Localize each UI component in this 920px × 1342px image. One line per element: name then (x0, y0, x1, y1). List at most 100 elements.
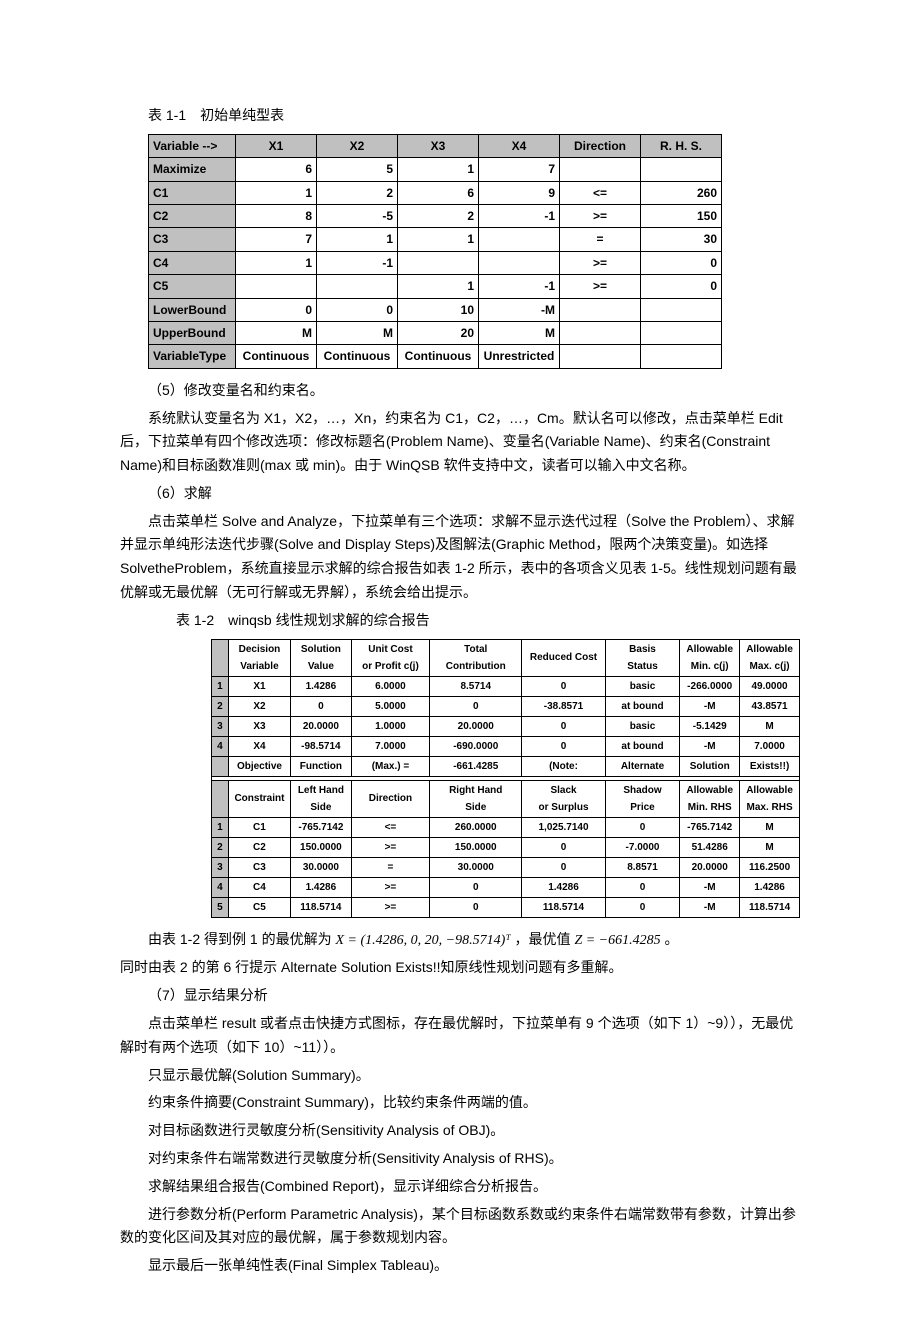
t1-cell (560, 345, 641, 368)
t2-cell: >= (351, 897, 430, 917)
t1-cell: 20 (398, 321, 479, 344)
table1-caption: 表 1-1 初始单纯型表 (120, 104, 800, 128)
t2-cell: (Note: (522, 756, 605, 776)
t2-header: ShadowPrice (605, 780, 680, 817)
t2-cell: -M (680, 696, 740, 716)
t1-cell: <= (560, 181, 641, 204)
table-row: 2X205.00000-38.8571at bound-M43.8571 (212, 696, 800, 716)
t2-cell: 51.4286 (680, 837, 740, 857)
t2-cell: 2 (212, 837, 229, 857)
t1-cell: -1 (479, 275, 560, 298)
t1-cell (641, 158, 722, 181)
table-row: Maximize6517 (149, 158, 722, 181)
t2-cell: 1.4286 (522, 877, 605, 897)
t1-cell: Maximize (149, 158, 236, 181)
t2-cell: -765.7142 (291, 817, 352, 837)
t1-cell: 1 (236, 181, 317, 204)
t2-cell: 7.0000 (351, 736, 430, 756)
t2-cell: Function (291, 756, 352, 776)
t1-cell: 1 (398, 158, 479, 181)
t1-cell: 150 (641, 204, 722, 227)
t2-header: Right HandSide (430, 780, 522, 817)
t2-cell: 116.2500 (740, 857, 800, 877)
solution-report-table: DecisionVariableSolutionValueUnit Costor… (211, 639, 800, 918)
t2-cell: at bound (605, 736, 680, 756)
t2-cell: 1 (212, 817, 229, 837)
table-row: 3C330.0000=30.000008.857120.0000116.2500 (212, 857, 800, 877)
t2-header: AllowableMax. c(j) (740, 639, 800, 676)
t1-cell (398, 251, 479, 274)
li4: 对约束条件右端常数进行灵敏度分析(Sensitivity Analysis of… (120, 1147, 800, 1171)
t1-cell (317, 275, 398, 298)
t2-cell (212, 756, 229, 776)
t2-cell: basic (605, 716, 680, 736)
initial-simplex-table: Variable --> X1 X2 X3 X4 Direction R. H.… (148, 134, 722, 369)
t2-cell: Solution (680, 756, 740, 776)
t1-cell: 30 (641, 228, 722, 251)
t2-header: Constraint (228, 780, 290, 817)
table-row: 1X11.42866.00008.57140basic-266.000049.0… (212, 676, 800, 696)
para-6b: 点击菜单栏 Solve and Analyze，下拉菜单有三个选项：求解不显示迭… (120, 510, 800, 605)
t1-cell: -5 (317, 204, 398, 227)
t1-cell: M (479, 321, 560, 344)
t2-cell: 0 (430, 897, 522, 917)
t2-cell: -7.0000 (605, 837, 680, 857)
t2-cell: -98.5714 (291, 736, 352, 756)
t1-h0: Variable --> (149, 134, 236, 157)
table2-header-row: ConstraintLeft HandSideDirectionRight Ha… (212, 780, 800, 817)
t1-cell: 260 (641, 181, 722, 204)
t2-cell: 118.5714 (291, 897, 352, 917)
t2-cell: 118.5714 (740, 897, 800, 917)
t2-header: BasisStatus (605, 639, 680, 676)
t2-cell: 1.0000 (351, 716, 430, 736)
t2-cell: 1.4286 (291, 676, 352, 696)
t2-cell: 118.5714 (522, 897, 605, 917)
table-row: C41-1>=0 (149, 251, 722, 274)
t1-cell: 0 (641, 275, 722, 298)
t1-cell: >= (560, 275, 641, 298)
li1: 只显示最优解(Solution Summary)。 (120, 1064, 800, 1088)
t2-cell: 0 (522, 837, 605, 857)
table-row: 4C41.4286>=01.42860-M1.4286 (212, 877, 800, 897)
t2-cell: 0 (430, 696, 522, 716)
t1-cell: 0 (317, 298, 398, 321)
t2-cell: 3 (212, 857, 229, 877)
t1-cell: Continuous (236, 345, 317, 368)
t2-header (212, 639, 229, 676)
table-row: LowerBound0010-M (149, 298, 722, 321)
t2-cell: C2 (228, 837, 290, 857)
t1-cell: M (236, 321, 317, 344)
t2-cell: 0 (522, 857, 605, 877)
li5: 求解结果组合报告(Combined Report)，显示详细综合分析报告。 (120, 1175, 800, 1199)
t2-cell: >= (351, 837, 430, 857)
t1-cell: 7 (479, 158, 560, 181)
t1-h1: X1 (236, 134, 317, 157)
t2-cell: 1.4286 (740, 877, 800, 897)
t2-header: SolutionValue (291, 639, 352, 676)
table2-header-row: DecisionVariableSolutionValueUnit Costor… (212, 639, 800, 676)
para-7: （7）显示结果分析 (120, 984, 800, 1008)
t2-cell: M (740, 837, 800, 857)
t2-header: TotalContribution (430, 639, 522, 676)
t1-cell: = (560, 228, 641, 251)
t2-cell: 0 (522, 736, 605, 756)
t2-cell: 3 (212, 716, 229, 736)
table-row: C28-52-1>=150 (149, 204, 722, 227)
t2-cell: (Max.) = (351, 756, 430, 776)
t2-cell: = (351, 857, 430, 877)
p7a-end: 。 (665, 931, 679, 947)
t2-cell: -38.8571 (522, 696, 605, 716)
t2-cell: 0 (291, 696, 352, 716)
p7a-math1: X = (1.4286, 0, 20, −98.5714)ᵀ (335, 933, 510, 948)
t1-cell: C3 (149, 228, 236, 251)
t1-cell (560, 158, 641, 181)
t2-cell: C3 (228, 857, 290, 877)
t2-cell: 20.0000 (430, 716, 522, 736)
t1-cell (560, 321, 641, 344)
t1-cell: C5 (149, 275, 236, 298)
para-5b: 系统默认变量名为 X1，X2，…，Xn，约束名为 C1，C2，…，Cm。默认名可… (120, 407, 800, 478)
t1-cell: >= (560, 204, 641, 227)
t1-cell: C1 (149, 181, 236, 204)
t1-cell: 7 (236, 228, 317, 251)
t2-cell: >= (351, 877, 430, 897)
